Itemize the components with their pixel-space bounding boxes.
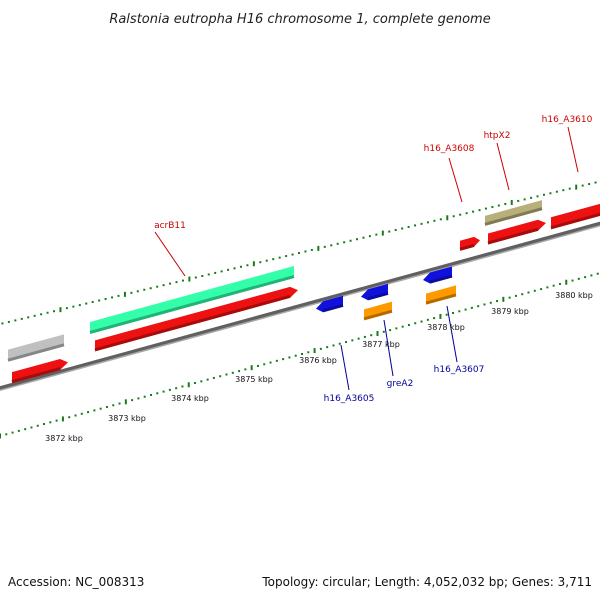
gene-feature-acrB11-match-shadow bbox=[89, 275, 295, 334]
gene-feature-h16-a3610-shadow bbox=[550, 212, 600, 230]
scale-label: 3880 kbp bbox=[555, 291, 593, 300]
leader-acrB11 bbox=[154, 231, 186, 277]
gene-feature-acrB11-shadow bbox=[94, 294, 291, 352]
scale-labels: 3872 kbp 3873 kbp 3874 kbp 3875 kbp 3876… bbox=[45, 291, 593, 443]
chromosome-backbone-shading bbox=[0, 224, 600, 392]
leader-htpx2 bbox=[496, 142, 510, 191]
scale-label: 3874 kbp bbox=[171, 394, 209, 403]
leader-h16-a3608 bbox=[448, 157, 463, 203]
accession-text: Accession: NC_008313 bbox=[8, 575, 144, 589]
scale-label: 3875 kbp bbox=[235, 375, 273, 384]
chromosome-backbone bbox=[0, 221, 600, 391]
scale-label: 3878 kbp bbox=[427, 323, 465, 332]
upper-tick-ruler bbox=[1, 181, 597, 325]
gene-feature-h16-a3608-shadow bbox=[459, 243, 475, 251]
gene-feature-blue-shadow bbox=[367, 291, 389, 301]
gene-label-acrB11: acrB11 bbox=[154, 221, 186, 231]
scale-label: 3872 kbp bbox=[45, 434, 83, 443]
gene-features bbox=[7, 200, 600, 384]
gene-label-h16-a3607: h16_A3607 bbox=[434, 365, 485, 375]
gene-feature-orange-shadow bbox=[425, 293, 457, 305]
gene-label-grea2: greA2 bbox=[387, 379, 414, 389]
leader-h16-a3605 bbox=[340, 344, 350, 391]
gene-label-htpx2: htpX2 bbox=[484, 131, 511, 141]
gene-feature-htpx2-match-shadow bbox=[484, 207, 543, 226]
gene-feature-gray-shadow bbox=[7, 343, 65, 362]
leader-h16-a3607 bbox=[446, 305, 458, 363]
gene-feature-h16-a3605-shadow bbox=[322, 303, 344, 313]
gene-feature-h16-a3607-shadow bbox=[429, 274, 453, 284]
map-title: Ralstonia eutropha H16 chromosome 1, com… bbox=[109, 12, 490, 27]
leader-grea2 bbox=[383, 319, 394, 377]
plot-area: acrB11 h16_A3608 htpX2 h16_A3610 h16_A36… bbox=[0, 115, 600, 443]
gene-feature-red-shadow bbox=[11, 367, 61, 384]
scale-label: 3879 kbp bbox=[491, 307, 529, 316]
leader-h16-a3610 bbox=[567, 126, 579, 173]
scale-label: 3877 kbp bbox=[362, 340, 400, 349]
scale-label: 3873 kbp bbox=[108, 414, 146, 423]
scale-label: 3876 kbp bbox=[299, 356, 337, 365]
gene-label-h16-a3608: h16_A3608 bbox=[424, 144, 475, 154]
gene-label-h16-a3605: h16_A3605 bbox=[324, 394, 375, 404]
genome-summary-text: Topology: circular; Length: 4,052,032 bp… bbox=[261, 575, 592, 589]
lower-tick-ruler bbox=[0, 272, 599, 439]
gene-feature-htpx2-shadow bbox=[487, 227, 539, 245]
gene-feature-grea2-shadow bbox=[363, 309, 393, 321]
gene-label-h16-a3610: h16_A3610 bbox=[542, 115, 593, 125]
